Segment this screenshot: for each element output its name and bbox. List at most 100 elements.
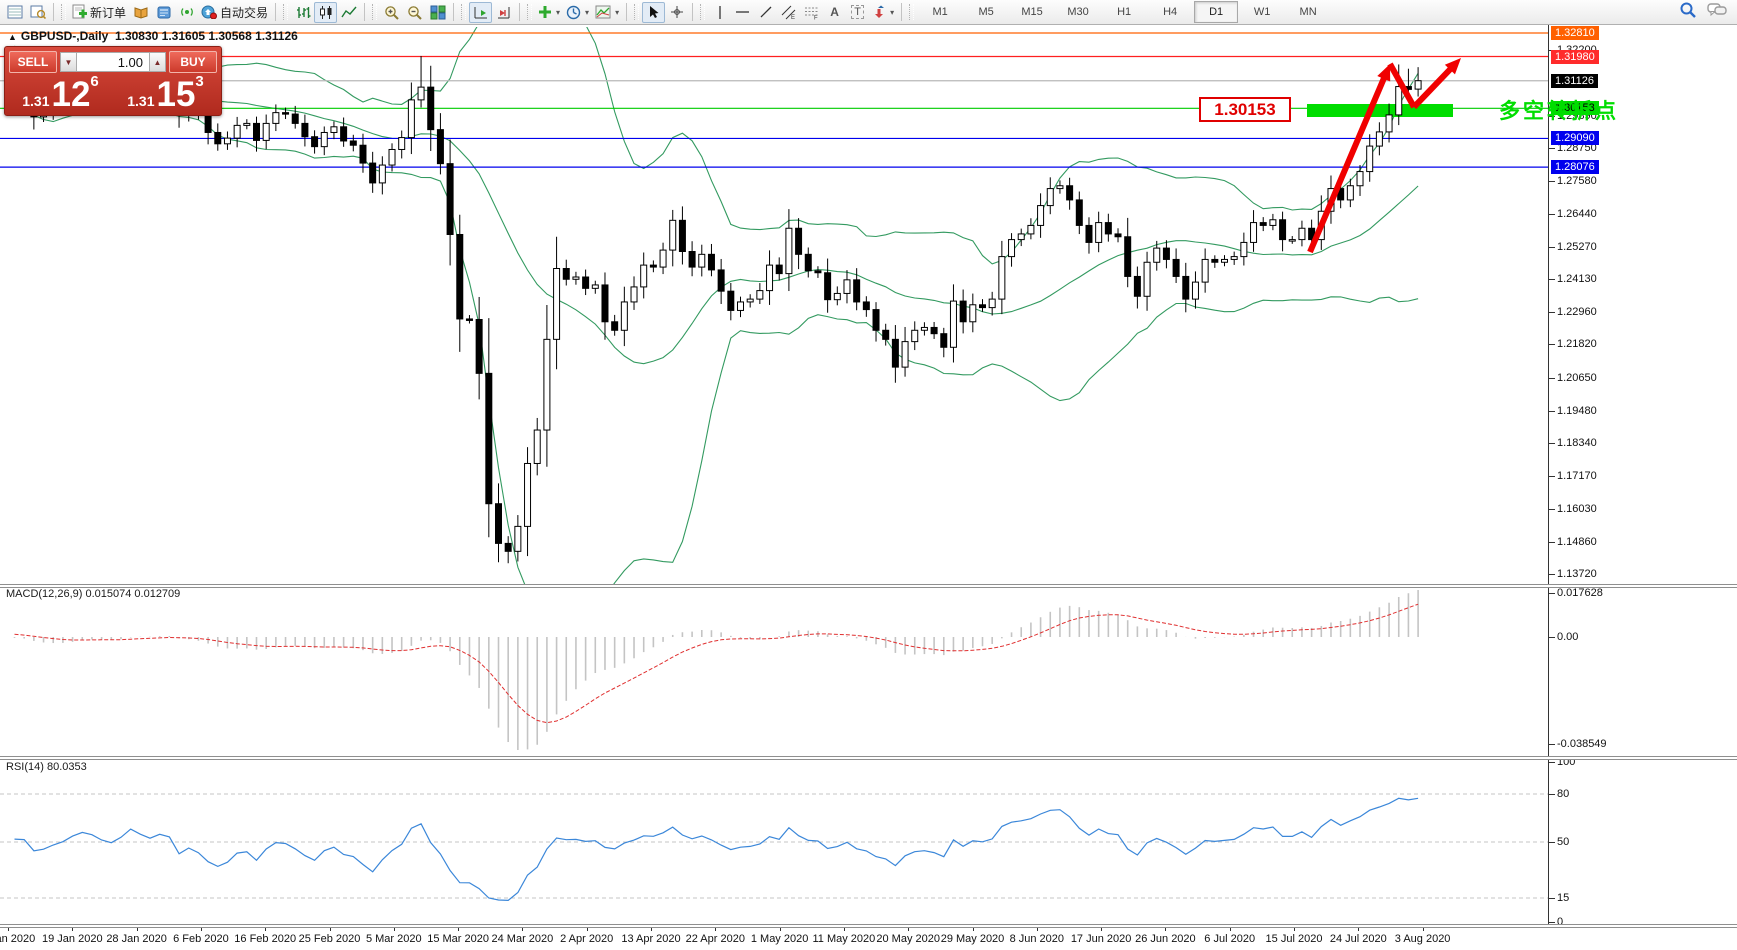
horizontal-line-icon[interactable] xyxy=(731,2,754,23)
date-label: 24 Jul 2020 xyxy=(1329,933,1387,945)
sell-button[interactable]: SELL xyxy=(9,51,57,73)
price-tick: 1.14860 xyxy=(1549,535,1597,548)
macd-pane-splitter[interactable] xyxy=(0,584,1737,588)
rsi-tick: 80 xyxy=(1548,788,1570,800)
date-tick xyxy=(72,927,74,931)
metaeditor-icon[interactable] xyxy=(152,2,175,23)
date-label: 6 Feb 2020 xyxy=(173,933,229,945)
price-tick: 1.26440 xyxy=(1549,207,1597,220)
timeframe-button-d1[interactable]: D1 xyxy=(1194,1,1239,23)
date-tick xyxy=(393,927,395,931)
trendline-icon[interactable] xyxy=(754,2,777,23)
date-tick xyxy=(1101,927,1103,931)
autotrading-button[interactable]: 自动交易 xyxy=(198,2,271,23)
one-click-trading-panel: SELL ▼ 1.00 ▲ BUY 1.31 12 6 1.31 15 3 xyxy=(4,46,222,116)
date-label: 24 Mar 2020 xyxy=(491,933,554,945)
search-icon[interactable] xyxy=(1679,1,1697,24)
date-label: 3 Aug 2020 xyxy=(1394,933,1451,945)
rsi-pane-splitter[interactable] xyxy=(0,756,1737,760)
zoom-out-icon[interactable] xyxy=(403,2,426,23)
date-label: 20 May 2020 xyxy=(876,933,940,945)
bar-chart-icon[interactable] xyxy=(291,2,314,23)
equidistant-channel-icon[interactable]: E xyxy=(777,2,800,23)
fibonacci-icon[interactable]: F xyxy=(800,2,823,23)
date-tick xyxy=(972,927,974,931)
volume-input[interactable]: 1.00 xyxy=(77,52,149,72)
date-tick xyxy=(329,927,331,931)
volume-increase-button[interactable]: ▲ xyxy=(149,52,166,72)
periods-button[interactable]: ▾ xyxy=(563,2,592,23)
volume-decrease-button[interactable]: ▼ xyxy=(60,52,77,72)
timeframe-button-m15[interactable]: M15 xyxy=(1021,6,1043,18)
date-tick xyxy=(136,927,138,931)
timeframe-button-m5[interactable]: M5 xyxy=(978,6,994,18)
macd-tick: 0.017628 xyxy=(1549,587,1603,599)
date-label: 19 Jan 2020 xyxy=(42,933,103,945)
chat-icon[interactable] xyxy=(1707,2,1727,23)
date-tick xyxy=(586,927,588,931)
chart-shift-icon[interactable] xyxy=(492,2,515,23)
arrows-dropdown-icon: ▾ xyxy=(890,7,895,17)
date-tick xyxy=(908,927,910,931)
timeframe-button-h1[interactable]: H1 xyxy=(1117,6,1132,18)
rsi-label: RSI(14) 80.0353 xyxy=(6,761,87,773)
cursor-icon[interactable] xyxy=(642,1,666,23)
date-label: 5 Mar 2020 xyxy=(365,933,422,945)
text-icon[interactable]: A xyxy=(830,5,839,19)
history-center-icon[interactable] xyxy=(129,2,152,23)
pivot-note-text[interactable]: 多空转折点 xyxy=(1499,100,1619,123)
market-watch-icon[interactable] xyxy=(3,2,26,23)
timeframe-button-h4[interactable]: H4 xyxy=(1163,6,1178,18)
date-label: 26 Jun 2020 xyxy=(1135,933,1196,945)
zoom-in-icon[interactable] xyxy=(380,2,403,23)
buy-price-button[interactable]: 1.31 15 3 xyxy=(114,74,217,113)
arrows-icon[interactable]: ▾ xyxy=(869,2,897,23)
ohlc-values: 1.30830 1.31605 1.30568 1.31126 xyxy=(114,29,298,43)
toolbar: 新订单 自动交易 ▾ ▾ ▾ E F A T ▾ M1 M5 M15 M30 H1 H4 D… xyxy=(0,0,1737,25)
price-tick: 1.20650 xyxy=(1549,371,1597,384)
timeframe-button-w1[interactable]: W1 xyxy=(1253,6,1271,18)
date-tick xyxy=(8,927,9,931)
text-label-icon[interactable]: T xyxy=(846,2,869,23)
vertical-line-icon[interactable] xyxy=(708,2,731,23)
price-badge: 1.29090 xyxy=(1551,131,1599,146)
sell-price-button[interactable]: 1.31 12 6 xyxy=(9,74,112,113)
candlestick-chart-icon[interactable] xyxy=(314,1,338,23)
date-tick xyxy=(1294,927,1295,931)
price-badge: 1.30153 xyxy=(1551,101,1599,116)
timeframe-button-m30[interactable]: M30 xyxy=(1067,6,1089,18)
support-price-callout[interactable]: 1.30153 xyxy=(1199,97,1291,122)
buy-button[interactable]: BUY xyxy=(169,51,217,73)
line-chart-icon[interactable] xyxy=(337,2,360,23)
new-order-button[interactable]: 新订单 xyxy=(69,2,129,23)
price-axis[interactable]: 1.322001.298901.287501.275801.264401.252… xyxy=(1548,25,1737,928)
date-tick xyxy=(779,927,781,931)
price-badge: 1.32810 xyxy=(1551,26,1599,40)
date-label: 2 Apr 2020 xyxy=(560,933,614,945)
date-label: 15 Mar 2020 xyxy=(427,933,489,945)
macd-tick: 0.00 xyxy=(1548,631,1579,643)
date-tick xyxy=(200,927,202,931)
price-tick: 1.19480 xyxy=(1549,404,1597,417)
periods-dropdown-icon: ▾ xyxy=(585,7,590,17)
date-label: 6 Jul 2020 xyxy=(1204,933,1256,945)
indicators-button[interactable]: ▾ xyxy=(535,2,563,23)
timeframe-button-mn[interactable]: MN xyxy=(1299,6,1317,18)
data-window-icon[interactable] xyxy=(26,2,49,23)
templates-button[interactable]: ▾ xyxy=(592,2,622,23)
crosshair-icon[interactable] xyxy=(665,2,688,23)
date-label: 29 May 2020 xyxy=(940,933,1005,945)
macd-label: MACD(12,26,9) 0.015074 0.012709 xyxy=(6,588,181,600)
price-badge: 1.31126 xyxy=(1551,73,1598,88)
date-tick xyxy=(843,927,845,931)
timeframe-button-m1[interactable]: M1 xyxy=(932,6,948,18)
autoscroll-icon[interactable] xyxy=(469,1,493,23)
price-badge: 1.28076 xyxy=(1551,160,1599,175)
date-label: 9 Jan 2020 xyxy=(0,933,36,945)
templates-dropdown-icon: ▾ xyxy=(615,7,620,17)
date-tick xyxy=(1229,927,1231,931)
signals-icon[interactable] xyxy=(175,2,198,23)
tile-windows-icon[interactable] xyxy=(426,2,449,23)
